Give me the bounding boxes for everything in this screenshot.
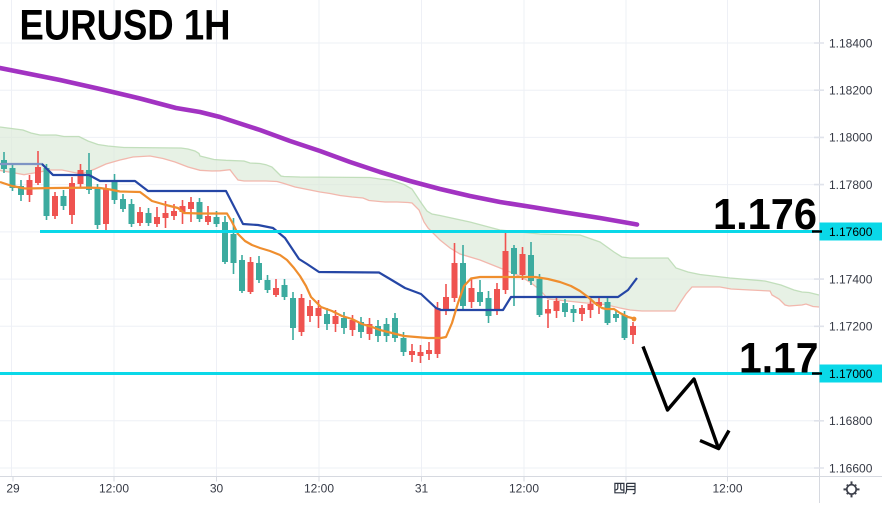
svg-text:12:00: 12:00 bbox=[99, 482, 129, 496]
svg-text:1.17200: 1.17200 bbox=[829, 320, 873, 334]
svg-text:1.176: 1.176 bbox=[713, 190, 817, 239]
svg-text:1.17800: 1.17800 bbox=[829, 178, 873, 192]
svg-text:30: 30 bbox=[210, 482, 224, 496]
svg-text:1.17600: 1.17600 bbox=[829, 225, 873, 239]
svg-text:1.18200: 1.18200 bbox=[829, 84, 873, 98]
svg-text:31: 31 bbox=[415, 482, 429, 496]
svg-text:1.17000: 1.17000 bbox=[829, 367, 873, 381]
svg-text:29: 29 bbox=[6, 482, 20, 496]
svg-text:12:00: 12:00 bbox=[712, 482, 742, 496]
svg-text:1.18400: 1.18400 bbox=[829, 36, 873, 50]
svg-text:EURUSD 1H: EURUSD 1H bbox=[20, 2, 231, 49]
svg-text:12:00: 12:00 bbox=[509, 482, 539, 496]
svg-text:1.16600: 1.16600 bbox=[829, 461, 873, 475]
svg-text:1.17: 1.17 bbox=[739, 335, 819, 383]
svg-text:1.17400: 1.17400 bbox=[829, 272, 873, 286]
svg-text:1.16800: 1.16800 bbox=[829, 414, 873, 428]
svg-text:12:00: 12:00 bbox=[304, 482, 334, 496]
svg-text:1.18000: 1.18000 bbox=[829, 131, 873, 145]
